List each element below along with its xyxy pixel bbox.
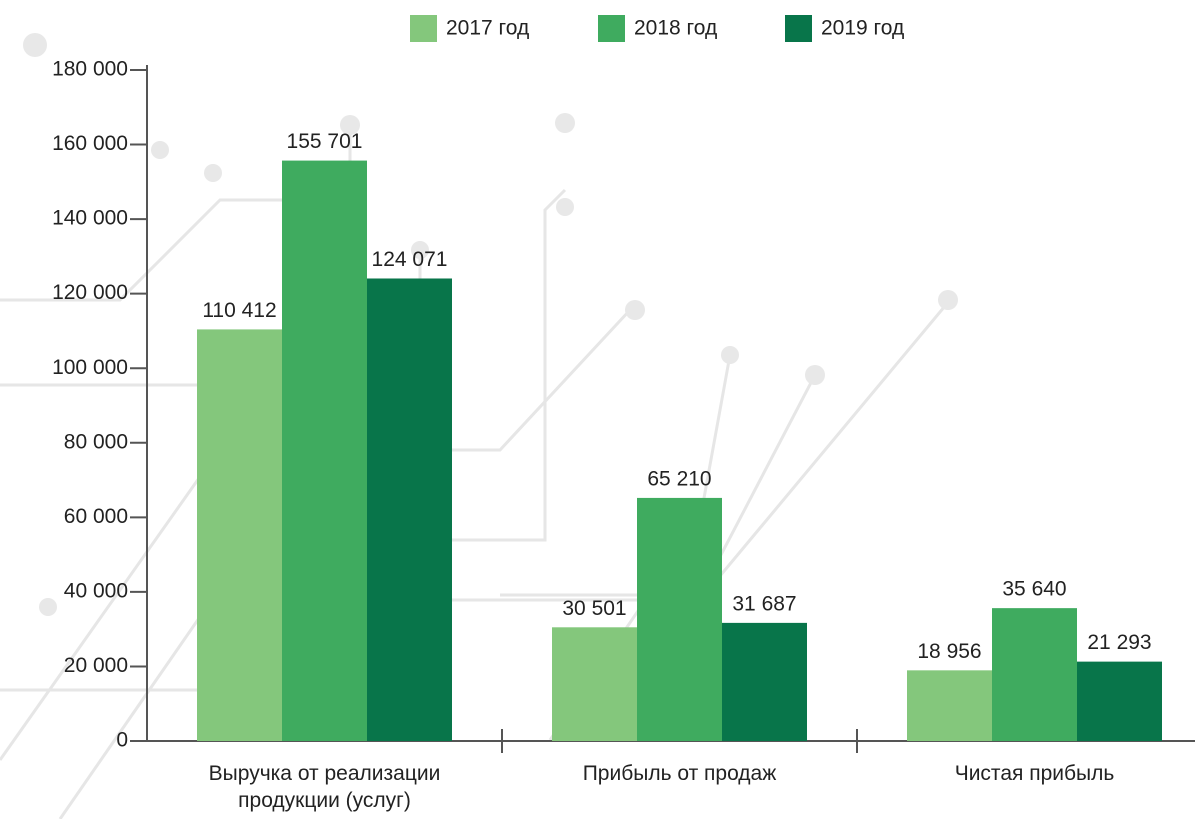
data-label: 110 412: [202, 299, 276, 322]
legend-label: 2018 год: [634, 17, 717, 40]
bar: [282, 161, 367, 741]
y-tick-label: 0: [116, 729, 128, 752]
x-tick-label: Чистая прибыль: [875, 760, 1195, 787]
bar: [552, 627, 637, 741]
y-tick-label: 160 000: [52, 132, 128, 155]
legend: 2017 год 2018 год 2019 год: [410, 15, 904, 42]
y-tick-label: 60 000: [64, 505, 128, 528]
y-tick-label: 120 000: [52, 281, 128, 304]
bar: [992, 608, 1077, 741]
chart: 2017 год 2018 год 2019 год 0 20 000 40 000 60…: [0, 0, 1195, 819]
data-label: 18 956: [917, 640, 981, 663]
bar: [722, 623, 807, 741]
y-tick-label: 100 000: [52, 356, 128, 379]
bar: [197, 329, 282, 741]
bar: [637, 498, 722, 741]
y-tick-label: 180 000: [52, 58, 128, 81]
y-tick-label: 40 000: [64, 579, 128, 602]
legend-swatch: [410, 15, 437, 42]
y-tick-label: 20 000: [64, 654, 128, 677]
bar: [1077, 662, 1162, 741]
x-tick-label: Выручка от реализации продукции (услуг): [165, 760, 485, 814]
background-decoration: [0, 33, 958, 819]
x-tick-label: Прибыль от продаж: [520, 760, 840, 787]
data-label: 124 071: [372, 248, 448, 271]
data-label: 155 701: [287, 130, 363, 153]
data-label: 65 210: [647, 467, 711, 490]
bar: [367, 278, 452, 741]
legend-label: 2017 год: [446, 17, 529, 40]
page: 2017 год 2018 год 2019 год 0 20 000 40 000 60…: [0, 0, 1195, 819]
legend-swatch: [598, 15, 625, 42]
legend-label: 2019 год: [821, 17, 904, 40]
bar: [907, 670, 992, 741]
legend-swatch: [785, 15, 812, 42]
data-label: 30 501: [562, 597, 626, 620]
data-label: 31 687: [732, 592, 796, 615]
data-label: 35 640: [1002, 578, 1066, 601]
y-tick-label: 140 000: [52, 207, 128, 230]
data-label: 21 293: [1087, 631, 1151, 654]
y-tick-label: 80 000: [64, 430, 128, 453]
